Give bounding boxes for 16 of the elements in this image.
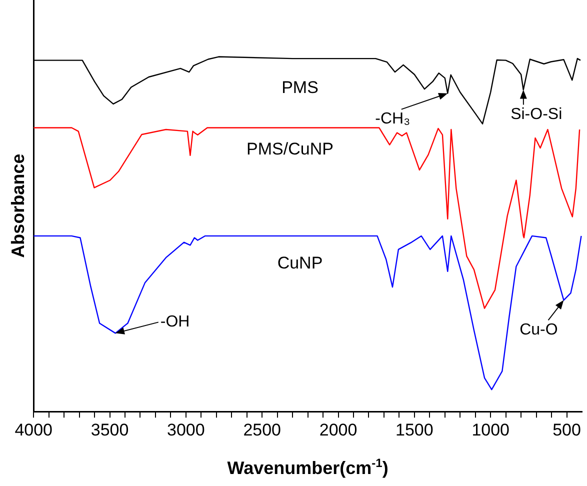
annotation: -OH (160, 314, 190, 331)
x-tick-label: 3500 (90, 420, 129, 440)
y-axis-title: Absorbance (8, 154, 28, 258)
x-tick-label: 2000 (319, 420, 358, 440)
x-tick-label: 2500 (243, 420, 282, 440)
x-tick-label: 4000 (14, 420, 53, 440)
x-tick-label: 1000 (472, 420, 510, 440)
x-tick-label: 3000 (167, 420, 205, 440)
annotation: Si-O-Si (510, 106, 562, 124)
series-label: CuNP (277, 254, 323, 273)
x-tick-label: 500 (552, 420, 581, 440)
annotation: -CH₃ (375, 110, 410, 128)
series-label: PMS/CuNP (246, 139, 334, 158)
annotation: Cu-O (520, 322, 558, 339)
x-tick-label: 1500 (396, 420, 434, 440)
series-label: PMS (282, 78, 318, 98)
